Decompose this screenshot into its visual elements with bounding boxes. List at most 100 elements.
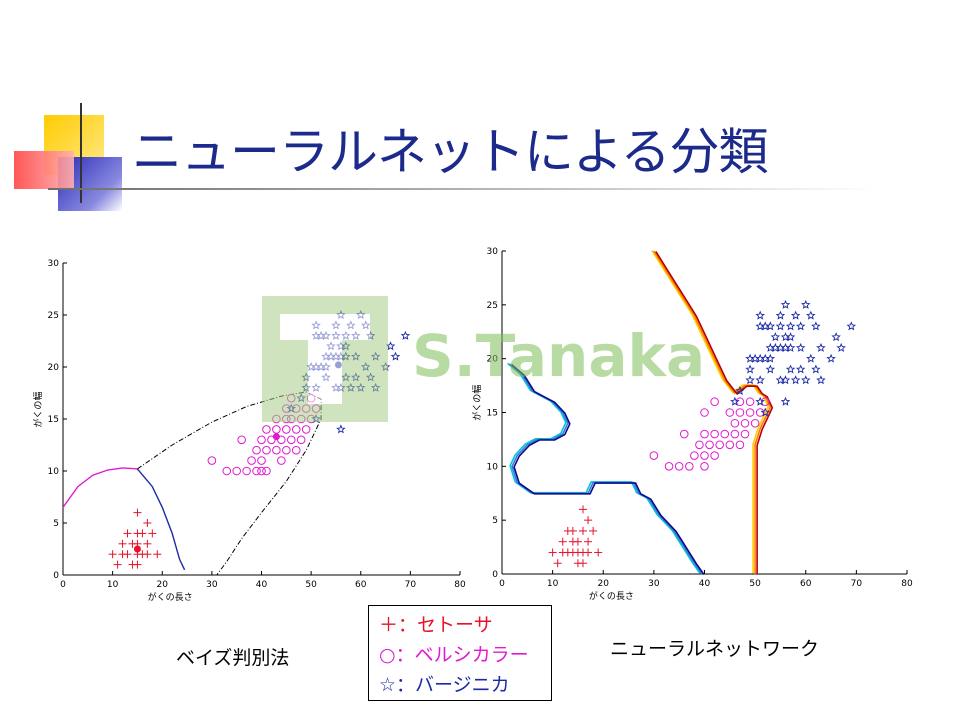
setosa-point [594, 548, 603, 557]
title-underline [48, 188, 878, 190]
virginica-point [301, 382, 311, 392]
setosa-point [133, 508, 142, 517]
versicolor-point [730, 418, 740, 428]
virginica-point [370, 382, 381, 392]
virginica-point [801, 375, 811, 385]
virginica-point [351, 330, 361, 340]
x-tick-label: 40 [699, 579, 711, 589]
x-tick-label: 10 [107, 580, 119, 590]
virginica-point [755, 310, 765, 320]
versicolor-point [649, 451, 659, 460]
versicolor-point [311, 404, 321, 413]
decision-boundary-line [655, 251, 774, 575]
versicolor-point [272, 445, 281, 455]
class-mean-point [272, 433, 280, 441]
virginica-point [826, 353, 836, 363]
virginica-point [831, 332, 841, 342]
versicolor-point [301, 425, 311, 434]
virginica-point [765, 321, 776, 331]
class-legend: ＋：セトーサ ○：ベルシカラー ☆：バージニカ [368, 605, 552, 701]
setosa-point [143, 550, 152, 559]
y-tick-label: 15 [48, 415, 59, 425]
virginica-point [775, 321, 786, 331]
versicolor-point [286, 414, 296, 424]
virginica-point [296, 393, 306, 403]
virginica-point [341, 330, 351, 340]
x-axis-label: がくの長さ [148, 591, 193, 603]
x-tick-label: 50 [749, 579, 761, 589]
virginica-point [846, 321, 857, 331]
y-tick-label: 5 [53, 519, 59, 529]
setosa-point [568, 526, 577, 535]
virginica-point [311, 320, 321, 330]
virginica-point [755, 396, 765, 406]
class-mean-point [133, 545, 141, 553]
setosa-point [589, 526, 598, 535]
x-tick-label: 60 [800, 579, 812, 589]
versicolor-point [679, 429, 689, 439]
x-tick-label: 50 [305, 580, 317, 590]
virginica-point [385, 341, 396, 351]
versicolor-point [735, 408, 745, 417]
virginica-point [775, 310, 786, 320]
virginica-point [765, 364, 776, 374]
x-axis-label: がくの長さ [589, 590, 634, 602]
versicolor-point [745, 408, 755, 417]
versicolor-point [720, 429, 730, 439]
y-tick-label: 20 [48, 363, 60, 373]
x-tick-label: 0 [60, 580, 66, 590]
versicolor-point [291, 445, 301, 455]
versicolor-point [242, 466, 251, 476]
virginica-point [380, 362, 391, 372]
virginica-point [326, 341, 336, 351]
title-decoration [0, 95, 140, 215]
caption-neural-network: ニューラルネットワーク [610, 638, 820, 660]
virginica-point [836, 342, 846, 352]
versicolor-point [725, 440, 735, 450]
setosa-point [143, 519, 152, 527]
decision-boundary-line [137, 391, 322, 576]
versicolor-point [685, 462, 694, 471]
setosa-point [123, 550, 132, 559]
x-tick-label: 40 [256, 580, 268, 590]
versicolor-point [695, 440, 704, 450]
versicolor-point [674, 462, 684, 471]
virginica-point [356, 310, 366, 320]
virginica-point [770, 332, 781, 342]
setosa-point [143, 539, 152, 548]
virginica-point [390, 351, 401, 361]
versicolor-point [730, 429, 740, 439]
y-tick-label: 20 [487, 355, 499, 365]
x-tick-label: 20 [598, 579, 610, 589]
class-mean-point [334, 361, 342, 369]
y-tick-label: 15 [487, 409, 498, 419]
versicolor-point [262, 445, 271, 455]
virginica-point [360, 362, 371, 372]
versicolor-point [700, 462, 709, 471]
versicolor-point [700, 429, 709, 439]
setosa-point [573, 537, 582, 546]
versicolor-point [286, 435, 296, 445]
versicolor-point [306, 393, 316, 403]
legend-item-setosa: ＋：セトーサ [379, 614, 493, 636]
x-tick-label: 80 [901, 579, 913, 589]
virginica-point [806, 353, 816, 363]
setosa-point [553, 559, 562, 568]
virginica-point [351, 351, 361, 361]
setosa-point [579, 526, 587, 535]
setosa-point [113, 560, 122, 569]
virginica-point [356, 382, 366, 392]
setosa-point [123, 529, 132, 538]
versicolor-point [740, 418, 750, 428]
virginica-point [790, 375, 801, 385]
y-tick-label: 25 [487, 301, 498, 311]
versicolor-point [277, 456, 286, 465]
versicolor-point [664, 462, 674, 471]
virginica-point [745, 375, 755, 385]
versicolor-point [296, 435, 306, 445]
y-tick-label: 10 [48, 467, 60, 477]
virginica-point [331, 330, 341, 340]
virginica-point [780, 299, 791, 309]
virginica-point [795, 364, 806, 374]
caption-bayes: ベイズ判別法 [176, 647, 290, 669]
